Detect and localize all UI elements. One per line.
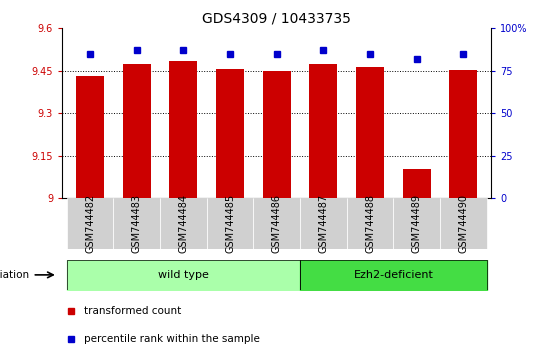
Bar bbox=[207, 198, 253, 249]
Bar bbox=[449, 70, 477, 198]
Title: GDS4309 / 10433735: GDS4309 / 10433735 bbox=[202, 12, 351, 26]
Bar bbox=[309, 64, 338, 198]
Text: percentile rank within the sample: percentile rank within the sample bbox=[84, 334, 259, 344]
Text: GSM744489: GSM744489 bbox=[411, 194, 422, 253]
Bar bbox=[76, 76, 104, 198]
Text: GSM744484: GSM744484 bbox=[178, 194, 188, 253]
Bar bbox=[394, 198, 440, 249]
Bar bbox=[347, 198, 394, 249]
Text: GSM744490: GSM744490 bbox=[458, 194, 468, 253]
Text: GSM744483: GSM744483 bbox=[132, 194, 142, 253]
Bar bbox=[123, 64, 151, 198]
Bar bbox=[113, 198, 160, 249]
Bar bbox=[160, 198, 207, 249]
Text: GSM744488: GSM744488 bbox=[365, 194, 375, 253]
Bar bbox=[300, 198, 347, 249]
Bar bbox=[216, 69, 244, 198]
Bar bbox=[356, 67, 384, 198]
Bar bbox=[253, 198, 300, 249]
Bar bbox=[263, 71, 291, 198]
Text: wild type: wild type bbox=[158, 270, 209, 280]
Bar bbox=[440, 198, 487, 249]
Text: GSM744485: GSM744485 bbox=[225, 194, 235, 253]
Text: GSM744486: GSM744486 bbox=[272, 194, 282, 253]
Bar bbox=[170, 61, 198, 198]
Text: genotype/variation: genotype/variation bbox=[0, 270, 30, 280]
Bar bbox=[403, 169, 431, 198]
Text: GSM744482: GSM744482 bbox=[85, 194, 95, 253]
Text: GSM744487: GSM744487 bbox=[319, 194, 328, 253]
Text: Ezh2-deficient: Ezh2-deficient bbox=[354, 270, 433, 280]
Bar bbox=[67, 198, 113, 249]
Text: transformed count: transformed count bbox=[84, 306, 181, 316]
